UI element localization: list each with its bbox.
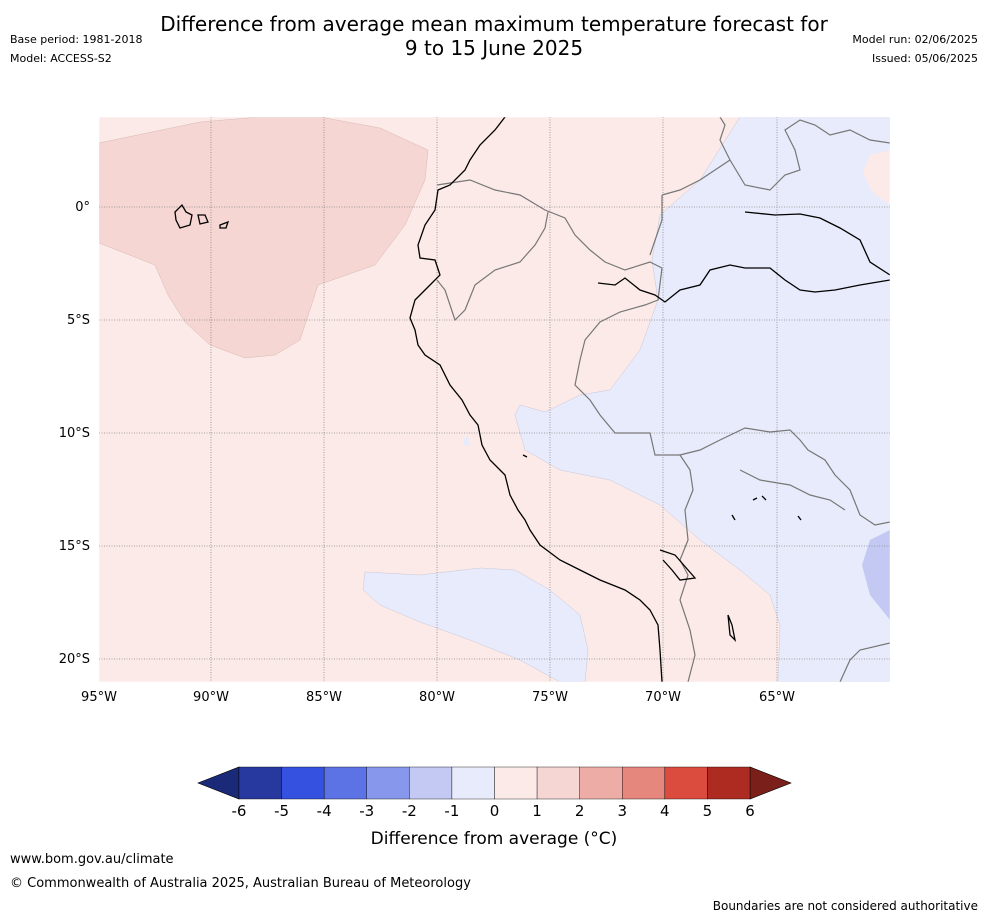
colorbar-under-arrow xyxy=(197,766,240,800)
lon-label-65w: 65°W xyxy=(759,690,795,705)
colorbar-tick-label: -3 xyxy=(359,802,374,820)
colorbar-swatch xyxy=(451,766,495,800)
copyright-text: © Commonwealth of Australia 2025, Austra… xyxy=(10,876,471,891)
base-period-text: Base period: 1981-2018 xyxy=(10,33,143,46)
lon-label-95w: 95°W xyxy=(81,690,117,705)
colorbar-tick-label: -6 xyxy=(232,802,247,820)
lon-label-70w: 70°W xyxy=(645,690,681,705)
title-line-2: 9 to 15 June 2025 xyxy=(404,36,584,60)
anomaly-1-to-2-region xyxy=(99,117,429,359)
colorbar-tick-label: 5 xyxy=(703,802,713,820)
lat-label-15s: 15°S xyxy=(59,539,90,554)
lat-label-0: 0° xyxy=(75,200,90,215)
lon-label-90w: 90°W xyxy=(193,690,229,705)
colorbar-swatch xyxy=(323,766,367,800)
anomaly-small-patch xyxy=(463,435,470,446)
colorbar-tick-label: 4 xyxy=(660,802,670,820)
colorbar-tick-label: -2 xyxy=(402,802,417,820)
colorbar-over-arrow xyxy=(749,766,792,800)
title-line-1: Difference from average mean maximum tem… xyxy=(160,12,828,36)
lat-label-10s: 10°S xyxy=(59,426,90,441)
lat-label-20s: 20°S xyxy=(59,652,90,667)
colorbar-tick-label: -1 xyxy=(444,802,459,820)
colorbar-swatch xyxy=(622,766,666,800)
latitude-labels: 0° 5°S 10°S 15°S 20°S xyxy=(59,200,90,667)
model-run-text: Model run: 02/06/2025 xyxy=(852,33,978,46)
anomaly-minus1-to-0-region xyxy=(514,117,890,682)
anomaly-minus2-to-minus1-region xyxy=(862,530,890,620)
colorbar-label: Difference from average (°C) xyxy=(370,829,618,849)
colorbar-swatch xyxy=(536,766,580,800)
colorbar-swatch xyxy=(664,766,708,800)
colorbar: -6 -5 -4 -3 -2 -1 0 1 2 3 4 5 6 xyxy=(197,766,792,820)
lon-label-85w: 85°W xyxy=(306,690,342,705)
model-text: Model: ACCESS-S2 xyxy=(10,52,112,65)
colorbar-tick-label: 6 xyxy=(745,802,755,820)
disclaimer-text: Boundaries are not considered authoritat… xyxy=(712,899,978,913)
anomaly-0-to-1-region-2 xyxy=(863,150,890,205)
colorbar-tick-label: 0 xyxy=(490,802,500,820)
colorbar-tick-label: 2 xyxy=(575,802,585,820)
colorbar-swatch xyxy=(494,766,538,800)
colorbar-swatch xyxy=(579,766,623,800)
lon-label-80w: 80°W xyxy=(419,690,455,705)
lon-label-75w: 75°W xyxy=(532,690,568,705)
colorbar-swatch xyxy=(281,766,325,800)
website-link[interactable]: www.bom.gov.au/climate xyxy=(10,852,174,867)
coastlines xyxy=(174,117,890,682)
colorbar-tick-label: -5 xyxy=(274,802,289,820)
colorbar-swatch xyxy=(707,766,751,800)
colorbar-swatch xyxy=(238,766,282,800)
map-plot-area xyxy=(99,117,890,682)
anomaly-minus1-to-0-region-2 xyxy=(362,567,589,682)
issued-text: Issued: 05/06/2025 xyxy=(871,52,978,65)
map-title: Difference from average mean maximum tem… xyxy=(0,12,988,60)
colorbar-tick-label: -4 xyxy=(317,802,332,820)
colorbar-tick-label: 3 xyxy=(617,802,627,820)
graticule xyxy=(99,117,890,682)
colorbar-tick-label: 1 xyxy=(532,802,542,820)
lat-label-5s: 5°S xyxy=(67,313,90,328)
colorbar-swatch xyxy=(409,766,453,800)
colorbar-swatch xyxy=(366,766,410,800)
longitude-labels: 95°W 90°W 85°W 80°W 75°W 70°W 65°W xyxy=(81,690,795,705)
